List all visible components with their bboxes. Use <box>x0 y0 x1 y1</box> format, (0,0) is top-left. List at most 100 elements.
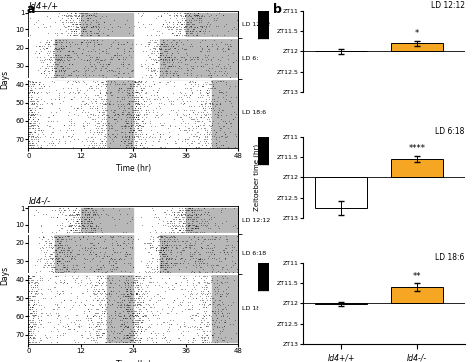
Point <box>181 120 188 126</box>
Point <box>192 247 200 253</box>
Point <box>49 125 56 131</box>
Point <box>29 142 36 148</box>
Point <box>92 323 100 328</box>
Point <box>184 299 192 304</box>
Point <box>65 109 73 115</box>
Point <box>173 209 181 215</box>
Point <box>109 245 117 251</box>
Point <box>154 269 161 275</box>
Point <box>75 216 82 222</box>
Point <box>26 105 33 111</box>
Point <box>181 13 189 19</box>
Point <box>100 96 108 102</box>
Point <box>152 56 159 62</box>
Point <box>80 34 88 39</box>
Point <box>70 120 77 126</box>
Point <box>202 100 210 105</box>
Point <box>163 242 171 248</box>
Point <box>51 45 59 50</box>
Point <box>63 266 71 272</box>
Point <box>182 21 190 26</box>
Point <box>37 127 45 133</box>
Point <box>130 288 137 294</box>
Point <box>123 336 130 341</box>
Point <box>90 337 97 343</box>
Point <box>204 281 212 286</box>
Point <box>30 273 37 279</box>
Point <box>53 251 61 257</box>
Point <box>184 120 191 126</box>
Point <box>64 264 71 270</box>
Point <box>90 10 98 16</box>
Point <box>138 319 146 325</box>
Point <box>137 328 145 334</box>
Point <box>209 249 216 255</box>
Point <box>155 257 163 262</box>
Point <box>192 114 200 120</box>
Point <box>91 30 98 36</box>
Point <box>206 297 214 303</box>
Point <box>210 310 218 316</box>
Point <box>147 83 155 89</box>
Point <box>202 58 210 63</box>
Point <box>169 306 176 312</box>
Point <box>117 323 124 328</box>
Point <box>215 61 222 67</box>
Point <box>205 216 213 222</box>
Point <box>126 111 133 117</box>
Point <box>124 295 131 301</box>
Point <box>36 336 44 341</box>
Point <box>204 321 211 327</box>
Point <box>167 102 174 108</box>
Point <box>81 68 89 74</box>
Point <box>108 78 115 84</box>
Point <box>134 100 142 105</box>
Point <box>82 273 90 279</box>
Point <box>127 81 135 87</box>
Point <box>95 281 102 286</box>
Point <box>25 271 32 277</box>
Point <box>100 330 107 336</box>
Point <box>25 118 32 124</box>
Point <box>222 245 230 251</box>
Point <box>153 37 160 43</box>
Point <box>158 23 165 29</box>
Point <box>100 76 108 82</box>
Point <box>126 295 134 301</box>
Point <box>235 277 242 283</box>
Point <box>208 58 215 63</box>
Point <box>53 253 61 259</box>
Point <box>91 312 98 317</box>
Point <box>71 326 78 332</box>
Point <box>204 85 211 91</box>
Point <box>82 10 90 16</box>
Point <box>164 80 172 85</box>
Point <box>197 72 205 78</box>
Point <box>184 295 192 301</box>
Point <box>71 224 79 230</box>
Point <box>26 321 33 327</box>
Point <box>32 100 40 105</box>
Point <box>134 94 141 100</box>
Point <box>134 313 141 319</box>
Point <box>190 63 197 69</box>
Point <box>186 291 194 297</box>
Point <box>133 324 140 330</box>
Point <box>132 94 140 100</box>
Point <box>181 25 188 30</box>
Point <box>25 94 32 100</box>
Point <box>192 12 200 17</box>
Point <box>182 32 190 38</box>
Point <box>67 249 74 255</box>
Point <box>207 21 214 26</box>
Point <box>198 326 206 332</box>
Point <box>193 13 201 19</box>
Point <box>173 281 180 286</box>
Point <box>152 247 160 253</box>
Point <box>204 114 211 120</box>
Point <box>198 125 205 131</box>
Point <box>151 282 158 288</box>
Point <box>188 123 196 129</box>
Point <box>119 308 127 314</box>
Point <box>167 26 175 32</box>
